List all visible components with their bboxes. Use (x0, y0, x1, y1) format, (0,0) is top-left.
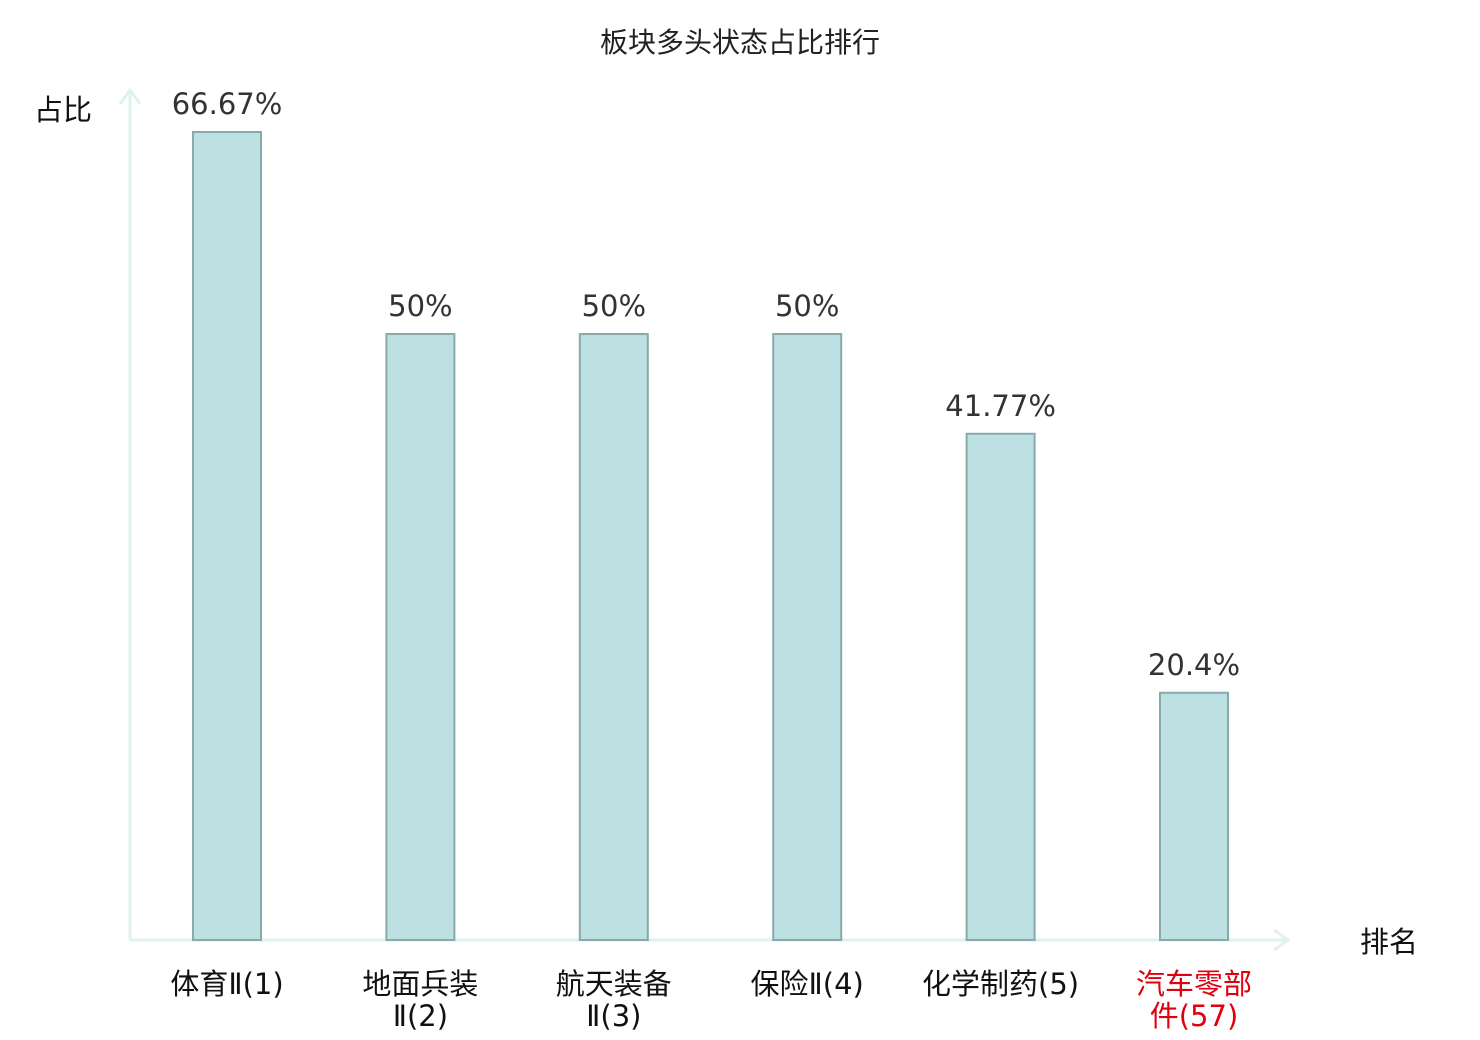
bar-3 (578, 333, 649, 942)
value-label-5: 41.77% (945, 389, 1056, 423)
value-label-1: 66.67% (172, 87, 283, 121)
bar-2 (385, 333, 456, 942)
value-label-4: 50% (775, 289, 839, 323)
category-label-line: 保险Ⅱ(4) (751, 967, 864, 1001)
category-label-6: 汽车零部件(57) (1136, 967, 1252, 1033)
x-axis-arrow (1273, 928, 1291, 952)
value-label-3: 50% (582, 289, 646, 323)
category-label-4: 保险Ⅱ(4) (751, 967, 864, 1001)
value-label-2: 50% (388, 289, 452, 323)
category-label-2: 地面兵装 Ⅱ(2) (362, 967, 478, 1033)
y-axis-label: 占比 (34, 93, 92, 127)
bar-5 (965, 432, 1036, 941)
category-label-1: 体育Ⅱ(1) (170, 967, 283, 1001)
y-axis-arrow (118, 87, 142, 105)
category-label-3: 航天装备 Ⅱ(3) (556, 967, 672, 1033)
axes (118, 87, 1291, 952)
category-label-line: 体育Ⅱ(1) (170, 967, 283, 1001)
bars (192, 131, 1229, 942)
category-label-line: 地面兵装 (362, 967, 478, 1001)
category-label-5: 化学制药(5) (922, 967, 1079, 1001)
value-labels: 66.67% 50% 50% 50% 41.77% 20.4% (172, 87, 1240, 682)
category-label-line: 汽车零部 (1136, 967, 1252, 1001)
bar-4 (772, 333, 843, 942)
category-labels: 体育Ⅱ(1) 地面兵装 Ⅱ(2) 航天装备 Ⅱ(3) 保险Ⅱ(4) 化学制药(5) 汽车零部件… (170, 967, 1252, 1033)
x-axis-label: 排名 (1360, 925, 1418, 959)
category-label-line: Ⅱ(3) (586, 999, 641, 1033)
bar-6 (1159, 691, 1229, 941)
value-label-6: 20.4% (1148, 648, 1240, 682)
category-label-line: Ⅱ(2) (393, 999, 448, 1033)
chart-title: 板块多头状态占比排行 (600, 26, 880, 59)
category-label-line: 航天装备 (556, 967, 672, 1001)
category-label-line: 化学制药(5) (922, 967, 1079, 1001)
category-label-line: 件(57) (1150, 999, 1239, 1033)
bar-1 (192, 131, 262, 941)
